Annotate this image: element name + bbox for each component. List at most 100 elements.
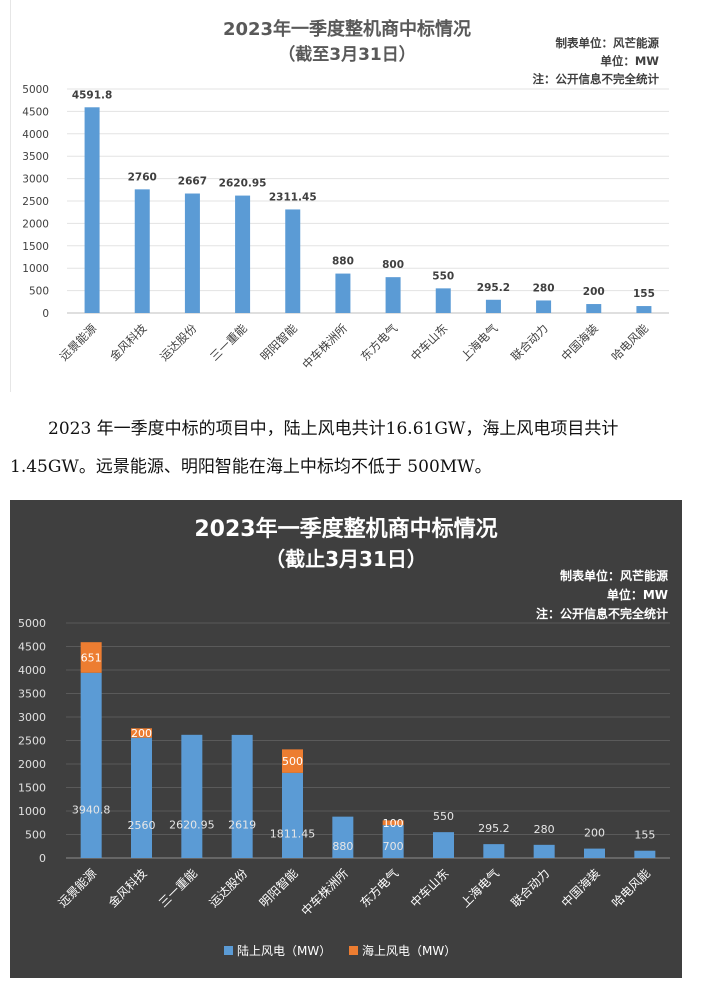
y-tick-label: 3500 xyxy=(18,688,46,701)
x-tick-label: 哈电风能 xyxy=(609,866,653,910)
data-label-sea: 651 xyxy=(81,651,102,664)
bar-land xyxy=(131,737,152,858)
chart-subtitle: （截至3月31日） xyxy=(278,44,416,65)
y-tick-label: 4000 xyxy=(18,664,46,677)
data-label-sea: 100 xyxy=(383,817,404,830)
bar-land xyxy=(181,734,203,858)
data-label-land: 280 xyxy=(534,823,555,836)
x-tick-label: 东方电气 xyxy=(357,866,402,911)
data-label: 800 xyxy=(382,259,404,271)
bar xyxy=(385,277,401,313)
x-tick-label: 三一重能 xyxy=(207,321,250,364)
bar-land xyxy=(382,825,404,858)
y-tick-label: 3000 xyxy=(18,711,46,724)
data-label-land: 880 xyxy=(332,840,353,853)
bar-land xyxy=(332,816,354,858)
x-tick-label: 东方电气 xyxy=(358,321,401,364)
y-tick-label: 1500 xyxy=(22,241,49,253)
y-tick-label: 1500 xyxy=(18,782,46,795)
x-tick-label: 远景能源 xyxy=(55,866,99,910)
bar-land xyxy=(483,844,505,858)
data-label-sea: 200 xyxy=(131,727,152,740)
y-tick-label: 4500 xyxy=(22,106,49,118)
paragraph-line: 1.45GW。远景能源、明阳智能在海上中标均不低于 500MW。 xyxy=(10,457,492,477)
legend-swatch-land xyxy=(224,946,233,955)
y-tick-label: 5000 xyxy=(22,84,49,96)
x-tick-label: 金风科技 xyxy=(105,866,150,911)
data-label: 880 xyxy=(332,256,354,268)
bar xyxy=(134,189,150,313)
paragraph-line: 2023 年一季度中标的项目中，陆上风电共计16.61GW，海上风电项目共计 xyxy=(48,419,619,439)
data-label-land: 200 xyxy=(584,827,605,840)
data-label-land: 295.2 xyxy=(478,822,510,835)
y-tick-label: 0 xyxy=(39,852,46,865)
x-tick-label: 上海电气 xyxy=(457,866,502,911)
bar-sea xyxy=(131,728,152,738)
x-tick-label: 中车株洲所 xyxy=(298,866,351,919)
y-tick-label: 1000 xyxy=(18,805,46,818)
chart-note: 单位：MW xyxy=(600,54,659,68)
bar xyxy=(235,195,251,313)
legend-label-sea: 海上风电（MW） xyxy=(362,943,456,958)
x-tick-label: 中国海装 xyxy=(558,866,603,911)
x-tick-label: 运达股份 xyxy=(157,321,200,364)
y-tick-label: 2500 xyxy=(18,735,46,748)
x-tick-label: 中车株洲所 xyxy=(299,321,350,372)
bar-land xyxy=(433,832,454,858)
bar xyxy=(485,299,501,313)
chart-note: 制表单位：风芒能源 xyxy=(556,36,660,50)
bar xyxy=(536,300,552,313)
data-label: 280 xyxy=(533,282,555,294)
data-label: 200 xyxy=(583,286,605,298)
bar-land xyxy=(231,734,253,858)
bar-land xyxy=(80,672,102,858)
chart-dark: 2023年一季度整机商中标情况 （截止3月31日） 制表单位：风芒能源 单位：MW 注：… xyxy=(10,500,682,978)
body-paragraph: 2023 年一季度中标的项目中，陆上风电共计16.61GW，海上风电项目共计 1… xyxy=(10,410,694,486)
x-tick-label: 上海电气 xyxy=(458,321,501,364)
chart-note: 制表单位：风芒能源 xyxy=(560,568,668,583)
x-tick-label: 远景能源 xyxy=(57,321,100,364)
x-tick-label: 明阳智能 xyxy=(256,866,301,911)
legend-label-land: 陆上风电（MW） xyxy=(237,943,331,958)
legend-swatch-sea xyxy=(349,946,358,955)
y-tick-label: 500 xyxy=(25,829,46,842)
bar xyxy=(184,193,200,313)
x-tick-label: 联合动力 xyxy=(508,321,550,363)
data-label: 2667 xyxy=(178,176,207,188)
data-label: 2620.95 xyxy=(219,178,267,190)
data-label-sea: 500 xyxy=(282,755,303,768)
chart-title: 2023年一季度整机商中标情况 xyxy=(223,18,471,40)
y-tick-label: 4000 xyxy=(22,129,49,141)
bar xyxy=(435,288,451,313)
data-label-land: 3940.8 xyxy=(72,804,111,817)
x-tick-label: 中车山东 xyxy=(408,321,450,363)
y-tick-label: 2500 xyxy=(22,196,49,208)
bar-sea xyxy=(282,749,303,773)
bar xyxy=(636,306,652,313)
data-label-land: 550 xyxy=(433,810,454,823)
x-tick-label: 明阳智能 xyxy=(257,321,300,364)
y-tick-label: 2000 xyxy=(18,758,46,771)
y-tick-label: 3500 xyxy=(22,151,49,163)
data-label: 4591.8 xyxy=(72,89,113,101)
data-label: 155 xyxy=(633,288,655,300)
data-label-land: 2620.95 xyxy=(169,818,215,831)
data-label: 295.2 xyxy=(477,282,510,294)
y-tick-label: 2000 xyxy=(22,218,49,230)
bar-land xyxy=(584,848,605,858)
y-tick-label: 4500 xyxy=(18,641,46,654)
data-label: 2760 xyxy=(128,171,157,183)
x-tick-label: 哈电风能 xyxy=(609,321,652,364)
x-tick-label: 运达股份 xyxy=(206,866,250,910)
y-tick-label: 1000 xyxy=(22,263,49,275)
y-tick-label: 0 xyxy=(42,308,49,320)
bar-land xyxy=(282,772,303,858)
x-tick-label: 中车山东 xyxy=(407,866,452,911)
chart-title: 2023年一季度整机商中标情况 xyxy=(194,516,497,542)
chart-note: 单位：MW xyxy=(607,587,668,602)
data-label-land: 700 xyxy=(383,840,404,853)
bar-sea xyxy=(80,642,102,673)
data-label-land: 1811.45 xyxy=(270,828,316,841)
